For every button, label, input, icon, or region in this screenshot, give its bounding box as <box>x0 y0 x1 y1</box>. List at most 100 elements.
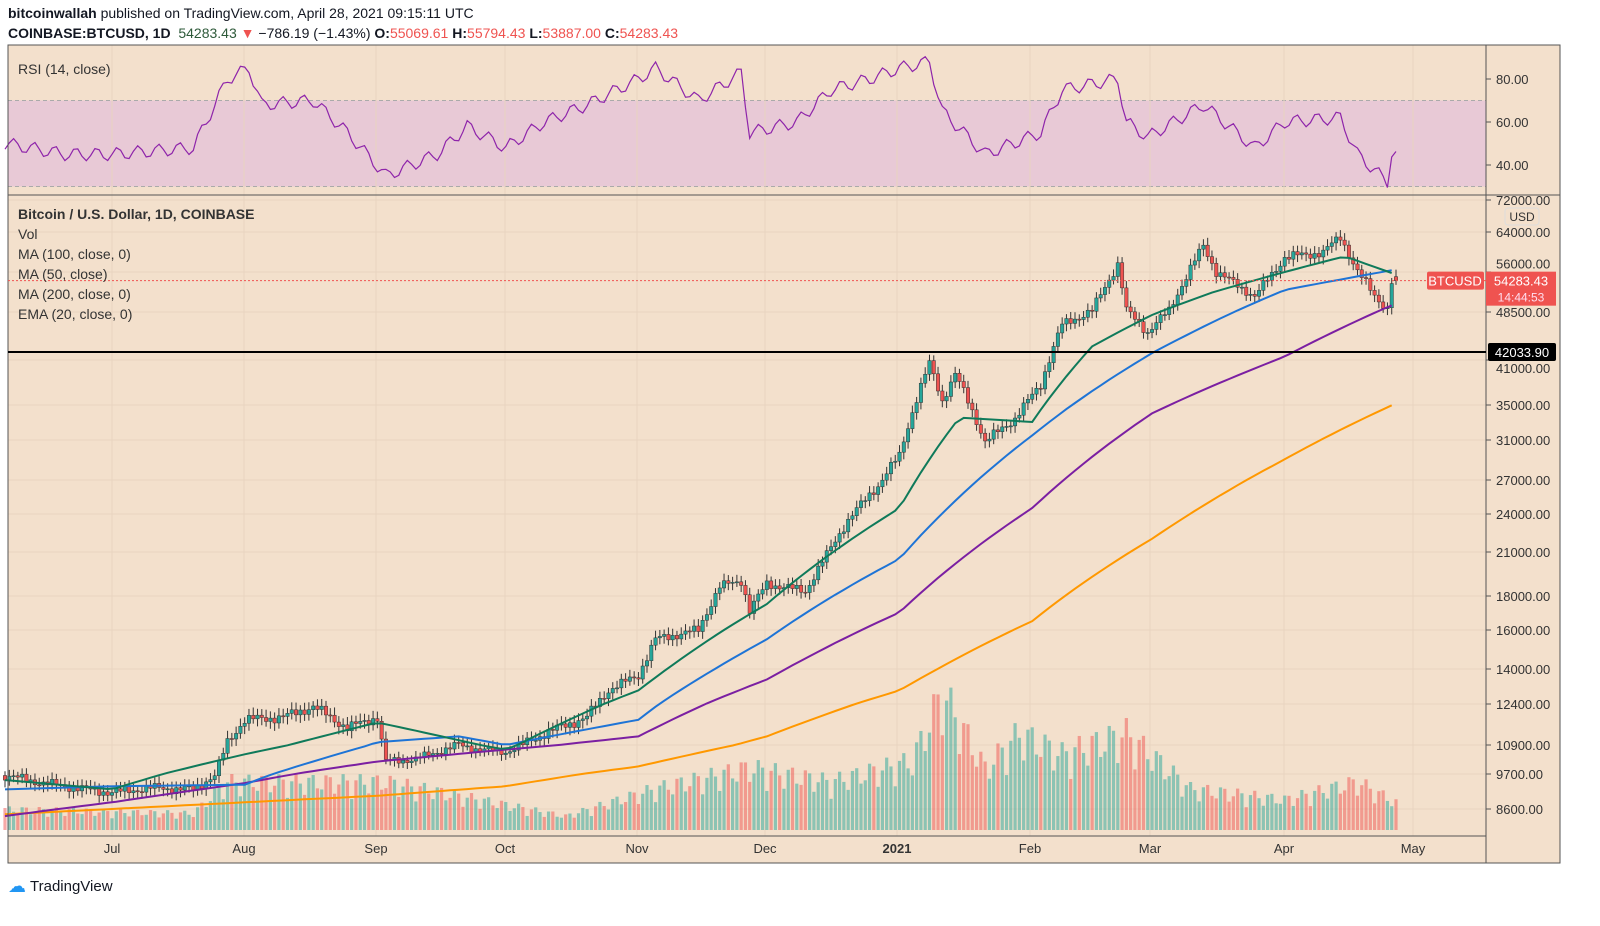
candle-body <box>161 787 166 790</box>
y-tick-label: 41000.00 <box>1496 361 1550 376</box>
candle-body <box>683 630 688 635</box>
candle-body <box>756 593 761 602</box>
volume-bar <box>790 767 795 830</box>
volume-bar <box>264 776 268 830</box>
volume-bar <box>196 807 200 830</box>
volume-bar <box>268 792 272 830</box>
volume-bar <box>568 813 572 830</box>
candle-body <box>259 714 264 718</box>
rsi-tick-label: 40.00 <box>1496 158 1529 173</box>
candle-body <box>1248 294 1253 296</box>
volume-bar <box>170 812 174 830</box>
volume-bar <box>59 811 63 830</box>
volume-bar <box>1274 803 1278 830</box>
volume-bar <box>136 809 140 830</box>
candle-body <box>918 382 923 403</box>
x-tick-label: Jul <box>104 841 121 856</box>
volume-bar <box>1390 806 1394 830</box>
volume-bar <box>919 730 923 830</box>
candle-body <box>165 788 170 791</box>
rsi-tick-label: 60.00 <box>1496 115 1529 130</box>
volume-bar <box>157 817 161 830</box>
candle-body <box>469 745 474 753</box>
volume-bar <box>649 789 653 830</box>
candle-body <box>906 428 911 443</box>
volume-bar <box>324 775 328 830</box>
candle-body <box>709 606 714 615</box>
volume-bar <box>63 815 67 830</box>
volume-bar <box>683 791 688 830</box>
candle-body <box>306 709 311 715</box>
candle-body <box>1115 262 1120 277</box>
volume-bar <box>692 772 696 830</box>
author[interactable]: bitcoinwallah <box>8 5 97 21</box>
volume-bar <box>632 792 636 830</box>
volume-bar <box>778 775 782 830</box>
volume-bar <box>405 778 409 830</box>
candle-body <box>923 373 928 384</box>
volume-bar <box>457 793 461 830</box>
volume-bar <box>123 813 127 830</box>
candle-body <box>362 720 367 722</box>
volume-bar <box>1188 782 1193 830</box>
volume-bar <box>294 774 298 830</box>
volume-bar <box>679 777 683 830</box>
volume-bar <box>585 809 589 830</box>
candle-body <box>700 620 705 632</box>
candle-body <box>131 790 136 794</box>
volume-bar <box>713 776 718 830</box>
volume-bar <box>953 717 957 830</box>
candle-body <box>568 722 572 728</box>
volume-bar <box>174 818 178 830</box>
volume-bar <box>718 790 722 830</box>
candle-body <box>820 561 825 567</box>
symbol-label-text: BTCUSD <box>1428 274 1481 289</box>
candle-body <box>730 582 735 584</box>
candle-body <box>1107 279 1112 288</box>
candle-body <box>1038 388 1043 390</box>
volume-bar <box>525 815 529 830</box>
volume-bar <box>739 762 743 830</box>
volume-bar <box>880 770 884 830</box>
volume-bar <box>872 766 876 830</box>
volume-bar <box>1193 790 1197 830</box>
candle-body <box>1068 318 1073 324</box>
volume-bar <box>1009 740 1013 830</box>
volume-bar <box>1073 747 1077 830</box>
volume-bar <box>414 801 418 830</box>
volume-bar <box>144 814 148 830</box>
volume-bar <box>748 781 752 830</box>
volume-bar <box>624 802 628 830</box>
y-tick-label: 9700.00 <box>1496 767 1543 782</box>
close-label: C: <box>604 25 620 41</box>
candle-body <box>349 721 354 732</box>
volume-bar <box>769 770 773 830</box>
volume-bar <box>166 810 170 830</box>
candle-body <box>15 775 20 778</box>
volume-bar <box>16 813 20 830</box>
volume-bar <box>855 768 859 830</box>
volume-bar <box>332 793 337 830</box>
volume-bar <box>915 742 919 830</box>
volume-bar <box>696 776 700 830</box>
tradingview-logo[interactable]: ☁ TradingView <box>8 876 113 897</box>
candle-body <box>1210 256 1214 264</box>
volume-bar <box>1116 763 1120 830</box>
volume-bar <box>636 804 641 830</box>
candle-body <box>1051 346 1056 363</box>
volume-bar <box>1381 790 1385 830</box>
volume-bar <box>1313 790 1317 830</box>
candle-body <box>324 705 328 716</box>
candle-body <box>974 409 979 425</box>
candle-body <box>1201 244 1206 250</box>
y-tick-label: 18000.00 <box>1496 589 1550 604</box>
candle-body <box>1180 286 1184 296</box>
candle-body <box>722 580 726 589</box>
candle-body <box>251 715 256 720</box>
volume-bar <box>645 785 649 830</box>
volume-bar <box>153 811 157 830</box>
last-price-label <box>1486 271 1556 306</box>
volume-bar <box>897 760 902 830</box>
candle-body <box>276 715 281 724</box>
